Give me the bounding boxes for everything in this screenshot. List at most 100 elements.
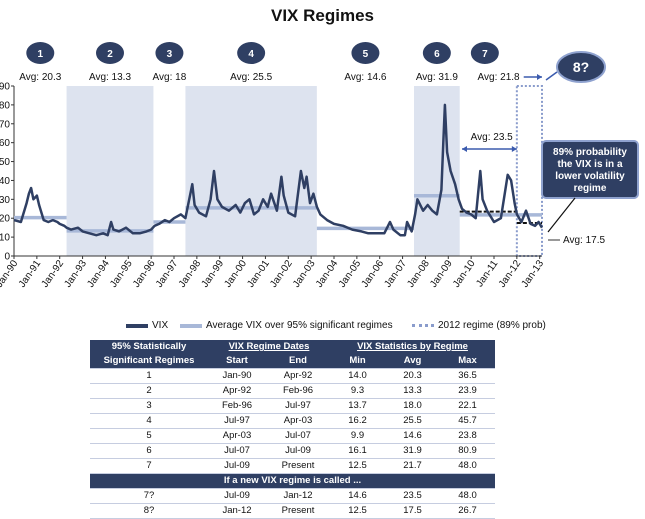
header-max: Max [440,354,495,369]
x-tick-label: Jan-03 [291,258,318,290]
legend-item-2012: 2012 regime (89% prob) [412,320,546,331]
table-cell: 7? [90,488,208,504]
regime-number-circle-7 [470,42,499,64]
y-tick-label: 30 [0,195,10,206]
legend-item-vix: VIX [126,320,168,331]
vix-regime-table: 95% Statistically VIX Regime Dates VIX S… [90,340,495,519]
regime-avg-label: Avg: 13.3 [89,72,132,83]
regime-8-label: 8? [573,59,589,75]
avg-17-5-label: Avg: 17.5 [563,235,606,246]
legend-swatch-average [180,323,202,328]
table-cell: 1 [90,368,208,384]
table-cell: 5 [90,428,208,444]
x-tick-label: Jan-92 [40,258,67,290]
table-cell: Apr-03 [208,428,266,444]
table-cell: Jul-97 [208,413,266,429]
table-cell: 31.9 [385,443,440,459]
table-cell: 80.9 [440,443,495,459]
regime-number-label: 6 [434,49,440,60]
table-cell: 12.5 [330,503,385,519]
x-tick-label: Jan-98 [177,258,204,290]
table-row: 6 Jul-07 Jul-09 16.1 31.9 80.9 [90,443,495,459]
regime-number-circle-3 [155,42,184,64]
table-cell: 7 [90,458,208,474]
header-avg: Avg [385,354,440,369]
x-tick-label: Jan-06 [360,258,387,290]
regime-8-pointer [545,71,558,81]
table-row: 7 Jul-09 Present 12.5 21.7 48.0 [90,458,495,474]
table-cell: 4 [90,413,208,429]
table-cell: Present [266,458,330,474]
header-start: Start [208,354,266,369]
probability-note-line: lower volatility [555,171,625,182]
x-tick-label: Jan-09 [428,258,455,290]
table-cell: Jul-97 [266,398,330,414]
table-cell: 23.5 [385,488,440,504]
regime-avg-label: Avg: 20.3 [19,72,62,83]
x-tick-label: Jan-07 [382,258,409,290]
x-tick-label: Jan-99 [200,258,227,290]
regime-number-circle-4 [237,42,266,64]
regime-number-circle-2 [96,42,124,64]
table-row: 1 Jan-90 Apr-92 14.0 20.3 36.5 [90,368,495,384]
regime-number-label: 1 [38,49,44,60]
regime-avg-label: Avg: 18 [153,72,187,83]
table-cell: 16.1 [330,443,385,459]
table-cell: 45.7 [440,413,495,429]
x-tick-label: Jan-97 [154,258,181,290]
regime-avg-label: Avg: 21.8 [478,72,521,83]
header-end: End [266,354,330,369]
table-cell: 14.6 [330,488,385,504]
table-cell: Jul-07 [208,443,266,459]
table-cell: 9.9 [330,428,385,444]
table-cell: Jul-09 [208,458,266,474]
regime-avg-label: Avg: 31.9 [416,72,459,83]
x-tick-label: Jan-08 [405,258,432,290]
header-dates-group: VIX Regime Dates [208,340,330,354]
table-cell: 2 [90,383,208,399]
avg-23-5-arrowhead-right [511,146,517,152]
table-cell: Jan-90 [208,368,266,384]
vix-series-line [13,103,544,237]
table-cell: Feb-96 [266,383,330,399]
probability-note-line: the VIX is in a [557,159,622,170]
regime-avg-label: Avg: 14.6 [344,72,387,83]
y-tick-label: 0 [4,252,10,263]
probability-note-pointer [547,197,576,233]
regime-number-label: 4 [248,49,254,60]
vix-chart: 0102030405060708090Jan-90Jan-91Jan-92Jan… [0,42,639,290]
probability-note-line: regime [574,183,607,194]
y-tick-label: 60 [0,138,10,149]
table-cell: Apr-92 [266,368,330,384]
table-cell: 21.7 [385,458,440,474]
table-cell: Feb-96 [208,398,266,414]
y-tick-label: 70 [0,119,10,130]
avg-23-5-arrowhead-left [462,146,467,152]
table-cell: 14.0 [330,368,385,384]
table-cell: 9.3 [330,383,385,399]
y-tick-label: 90 [0,82,10,93]
table-cell: Jul-07 [266,428,330,444]
table-cell: 48.0 [440,488,495,504]
regime-number-circle-1 [26,42,55,64]
probability-note-line: 89% probability [553,147,627,158]
x-tick-label: Jan-13 [520,258,547,290]
table-cell: 23.8 [440,428,495,444]
x-tick-label: Jan-10 [451,258,478,290]
x-tick-label: Jan-04 [314,258,341,290]
table-cell: 14.6 [385,428,440,444]
legend-label-average: Average VIX over 95% significant regimes [206,320,393,331]
table-cell: 18.0 [385,398,440,414]
table-row: 7? Jul-09 Jan-12 14.6 23.5 48.0 [90,488,495,504]
x-tick-label: Jan-93 [62,258,89,290]
table-header-row-2: Significant Regimes Start End Min Avg Ma… [90,354,495,369]
table-row: 3 Feb-96 Jul-97 13.7 18.0 22.1 [90,398,495,414]
table-cell: 6 [90,443,208,459]
header-col1-line2: Significant Regimes [90,354,208,369]
table-row: 2 Apr-92 Feb-96 9.3 13.3 23.9 [90,383,495,399]
regime-7-arrowhead [537,74,542,80]
header-min: Min [330,354,385,369]
x-tick-label: Jan-02 [268,258,295,290]
table-cell: Apr-92 [208,383,266,399]
table-cell: Jul-09 [208,488,266,504]
